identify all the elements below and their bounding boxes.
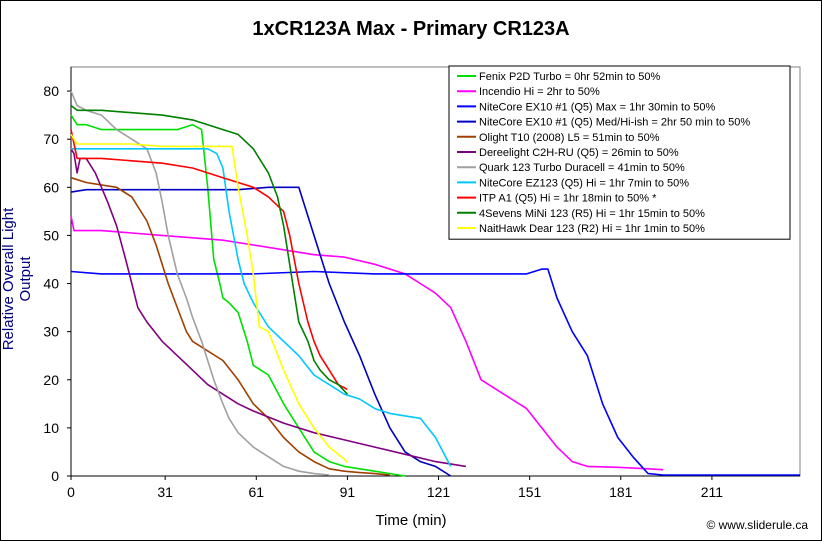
y-tick-label: 10	[43, 420, 59, 436]
legend-entry: Dereelight C2H-RU (Q5) = 26min to 50%	[479, 147, 679, 159]
legend-entry: NiteCore EZ123 (Q5) Hi = 1hr 7min to 50%	[479, 177, 689, 189]
legend-entry: NiteCore EX10 #1 (Q5) Med/Hi-ish = 2hr 5…	[479, 117, 750, 129]
series-line-9	[70, 129, 348, 391]
legend-entry: NiteCore EX10 #1 (Q5) Max = 1hr 30min to…	[479, 101, 716, 113]
legend-entry: Olight T10 (2008) L5 = 51min to 50%	[479, 132, 660, 144]
chart-title: 1xCR123A Max - Primary CR123A	[252, 18, 570, 40]
legend-entry: NaitHawk Dear 123 (R2) Hi = 1hr 1min to …	[479, 223, 705, 235]
series-line-1	[70, 114, 406, 477]
y-tick-label: 70	[43, 131, 59, 147]
series-line-7	[70, 90, 330, 476]
series-line-5	[70, 176, 390, 476]
x-axis-label: Time (min)	[375, 512, 447, 529]
copyright-notice: © www.sliderule.ca	[706, 518, 808, 532]
series-line-11	[70, 133, 348, 464]
y-tick-label: 20	[43, 372, 59, 388]
series-line-3	[70, 268, 800, 476]
legend-entry: Incendio Hi = 2hr to 50%	[479, 86, 600, 98]
series-line-10	[70, 104, 348, 395]
x-tick-label: 211	[701, 484, 724, 500]
y-tick-label: 60	[43, 179, 59, 195]
legend-entry: Quark 123 Turbo Duracell = 41min to 50%	[479, 162, 685, 174]
legend-entry: Fenix P2D Turbo = 0hr 52min to 50%	[479, 71, 661, 83]
legend-box	[448, 65, 791, 240]
legend-entry: 4Sevens MiNi 123 (R5) Hi = 1hr 15min to …	[479, 208, 705, 220]
series-line-4	[70, 186, 452, 477]
y-tick-label: 30	[43, 324, 59, 340]
series-line-6	[70, 148, 467, 468]
x-tick-label: 121	[427, 484, 451, 500]
series-line-8	[71, 148, 452, 467]
legend-entry: ITP A1 (Q5) Hi = 1hr 18min to 50% *	[479, 193, 657, 205]
y-tick-label: 80	[43, 83, 59, 99]
x-tick-label: 31	[157, 484, 173, 500]
y-tick-label: 50	[43, 227, 59, 243]
x-tick-label: 61	[248, 484, 264, 500]
x-tick-label: 181	[609, 484, 633, 500]
y-tick-label: 0	[51, 468, 59, 484]
x-tick-label: 151	[518, 484, 542, 500]
y-tick-label: 40	[43, 276, 59, 292]
x-tick-label: 91	[340, 484, 356, 500]
x-tick-label: 0	[67, 484, 75, 500]
